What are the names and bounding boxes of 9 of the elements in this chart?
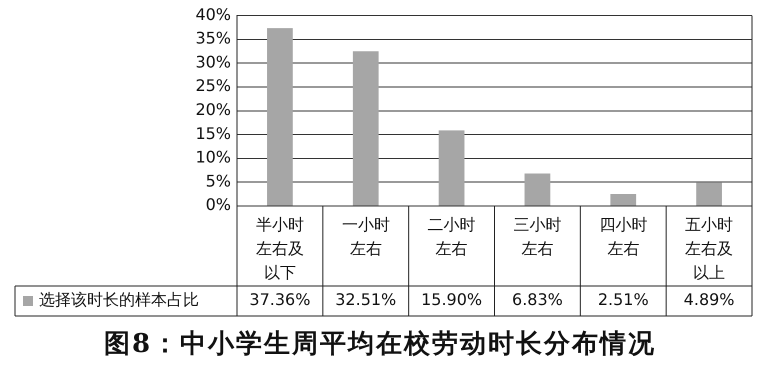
text: 图8：中小学生周平均在校劳动时长分布情况 <box>102 328 658 361</box>
y-tick-label: 25% <box>195 76 231 96</box>
y-tick-label: 15% <box>195 124 231 143</box>
y-tick-label: 20% <box>195 100 231 119</box>
y-tick-label: 30% <box>195 52 231 72</box>
y-tick-label: 35% <box>195 28 231 48</box>
y-tick-label: 5% <box>206 171 231 190</box>
y-tick-label: 10% <box>195 148 231 167</box>
y-tick-label: 40% <box>195 4 231 24</box>
